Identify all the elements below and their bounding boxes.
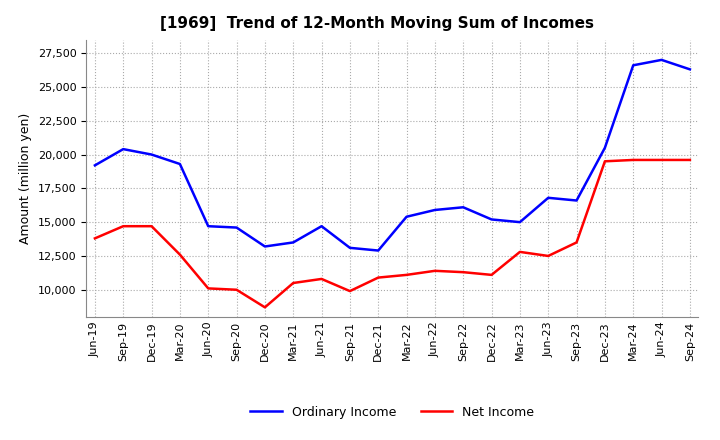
Net Income [572,240,581,245]
Net Income [233,287,241,293]
Ordinary Income [431,207,439,213]
Net Income [431,268,439,274]
Ordinary Income [600,145,609,150]
Net Income [119,224,127,229]
Text: [1969]  Trend of 12-Month Moving Sum of Incomes: [1969] Trend of 12-Month Moving Sum of I… [160,16,594,32]
Net Income [374,275,382,280]
Net Income [657,158,666,163]
Ordinary Income [544,195,552,201]
Ordinary Income [176,161,184,167]
Net Income [91,236,99,241]
Net Income [402,272,411,278]
Ordinary Income [289,240,297,245]
Net Income [685,158,694,163]
Ordinary Income [487,217,496,222]
Ordinary Income [459,205,467,210]
Y-axis label: Amount (million yen): Amount (million yen) [19,113,32,244]
Ordinary Income [572,198,581,203]
Ordinary Income [516,220,524,225]
Ordinary Income [204,224,212,229]
Ordinary Income [402,214,411,220]
Ordinary Income [119,147,127,152]
Net Income [204,286,212,291]
Net Income [487,272,496,278]
Ordinary Income [657,57,666,62]
Line: Net Income: Net Income [95,160,690,307]
Line: Ordinary Income: Ordinary Income [95,60,690,250]
Ordinary Income [629,62,637,68]
Net Income [629,158,637,163]
Ordinary Income [91,163,99,168]
Ordinary Income [261,244,269,249]
Legend: Ordinary Income, Net Income: Ordinary Income, Net Income [246,401,539,424]
Ordinary Income [148,152,156,157]
Net Income [544,253,552,259]
Ordinary Income [374,248,382,253]
Ordinary Income [318,224,326,229]
Ordinary Income [346,245,354,250]
Net Income [318,276,326,282]
Net Income [516,249,524,254]
Net Income [459,270,467,275]
Net Income [176,252,184,257]
Ordinary Income [233,225,241,230]
Net Income [346,289,354,294]
Net Income [289,280,297,286]
Ordinary Income [685,67,694,72]
Net Income [148,224,156,229]
Net Income [261,304,269,310]
Net Income [600,159,609,164]
